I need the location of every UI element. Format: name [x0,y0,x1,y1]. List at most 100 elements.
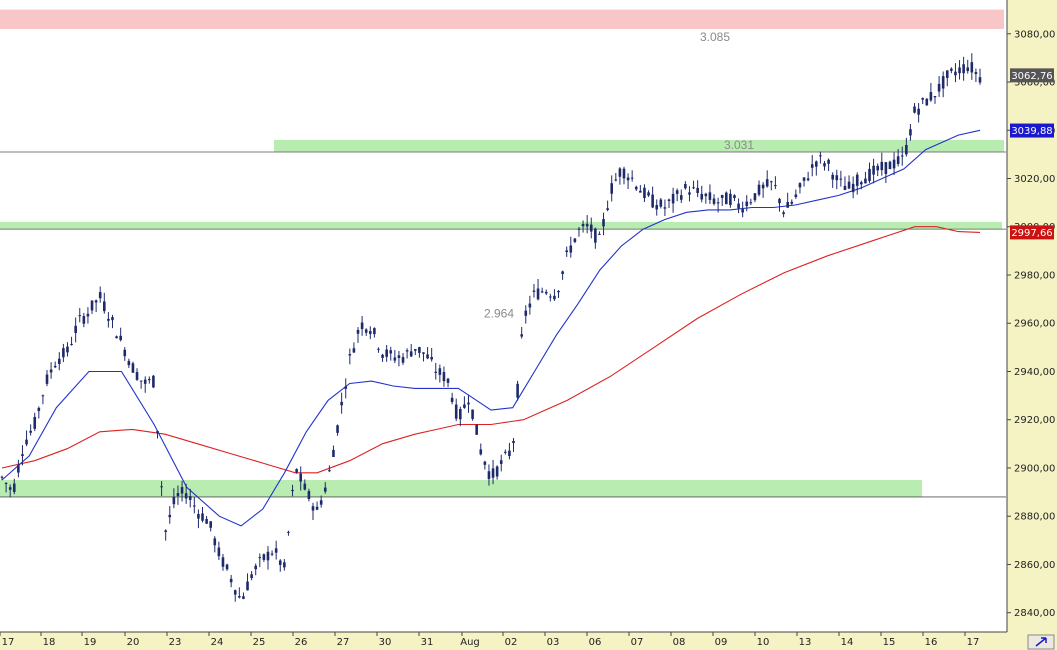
candle-body [692,187,695,189]
candle-body [876,165,879,171]
candle-body [872,165,875,175]
ma-long-line [1,226,981,474]
horizontal-lines-layer [0,151,1006,498]
candle-body [78,315,82,317]
candle-body [258,557,262,559]
candle-body [41,395,45,397]
candle-body [62,348,65,358]
candle-body [794,194,798,198]
candle-body [520,334,523,337]
candle-body [741,209,744,213]
candle-body [708,192,712,200]
x-tick-label: 06 [589,637,602,648]
x-tick-label: 08 [673,637,686,648]
candle-body [679,195,683,200]
candle-body [184,493,188,499]
candle-body [291,489,294,492]
candle-body [925,98,929,106]
candle-body [8,487,12,490]
candle-body [45,374,49,384]
candle-body [524,310,528,316]
candle-body [283,562,286,568]
candle-body [937,83,941,92]
candle-body [868,168,871,182]
candle-body [156,431,159,433]
candle-body [544,291,548,294]
x-tick-label: 27 [337,637,350,648]
candle-body [499,460,503,464]
candle-body [319,500,323,505]
candle-body [229,578,233,583]
candle-body [549,296,552,298]
price-tag-label-2: 2997,66 [1011,228,1052,239]
candle-body [684,183,687,189]
candle-body [753,193,757,201]
candle-body [512,441,515,444]
x-tick-label: 17 [2,637,15,648]
candle-body [98,292,102,299]
candle-body [671,193,675,204]
x-axis-background [0,632,1057,650]
candle-body [483,461,487,465]
candle-body [94,300,98,303]
candle-body [945,70,949,78]
candle-body [467,402,470,405]
x-tick-label: 24 [211,637,224,648]
annotation-label-0: 2.964 [484,307,514,321]
candle-body [831,174,834,180]
y-tick-label: 2880,00 [1014,512,1055,523]
candle-body [577,228,581,230]
candle-body [643,187,646,199]
candle-body [966,67,970,72]
candle-body [295,469,298,473]
candle-body [90,300,94,311]
candle-body [802,177,806,181]
candle-body [594,228,597,243]
x-tick-label: 18 [43,637,56,648]
candle-body [29,430,32,433]
candle-body [712,198,716,204]
candle-body [246,581,249,591]
candle-body [888,161,892,170]
y-tick-label: 3020,00 [1014,174,1055,185]
candle-body [377,348,380,350]
x-tick-label: Aug [460,637,480,648]
price-tag-2 [1010,225,1054,240]
candle-body [180,487,184,494]
candle-body [716,202,720,204]
candle-body [655,205,659,210]
candle-body [749,202,753,204]
candle-body [160,486,163,488]
candle-body [614,179,618,181]
candle-body [553,295,556,300]
ma-short-line [1,129,981,527]
candle-body [647,192,650,196]
candle-body [278,560,282,565]
candle-body [675,190,679,194]
candle-body [941,76,945,89]
candle-body [778,198,781,204]
candle-body [933,95,937,98]
candle-body [188,496,192,500]
zone-label-1: 3.031 [724,138,754,152]
candle-body [745,201,749,207]
candle-body [287,531,290,533]
candle-body [847,181,851,189]
candle-body [659,199,663,207]
x-tick-label: 15 [883,637,896,648]
x-tick-label: 10 [757,637,770,648]
candle-body [610,183,614,194]
x-tick-label: 30 [379,637,392,648]
zone-label-0: 3.085 [700,30,730,44]
candle-body [135,372,139,380]
candle-body [950,68,953,71]
candle-body [892,159,896,169]
candle-body [704,193,708,197]
candle-body [487,471,491,479]
annotations-layer: 2.964 [484,307,514,321]
candle-body [962,64,965,74]
candle-body [86,313,90,317]
candle-body [827,159,830,164]
corner-widget[interactable] [1027,634,1055,650]
